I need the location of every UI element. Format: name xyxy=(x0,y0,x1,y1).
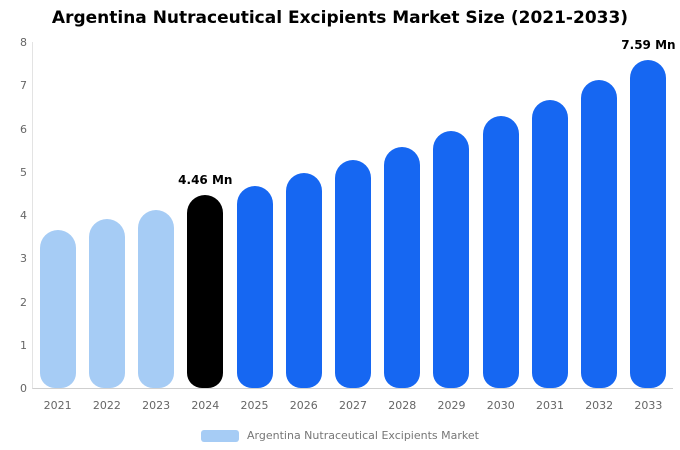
bar-column-2027: 2027 xyxy=(328,42,377,412)
x-axis-label-2025: 2025 xyxy=(240,399,269,412)
bar-2024 xyxy=(187,195,224,388)
x-axis-label-2024: 2024 xyxy=(191,399,220,412)
bar-2030 xyxy=(482,116,519,388)
x-axis-label-2030: 2030 xyxy=(486,399,515,412)
y-axis-label: 3 xyxy=(20,252,27,266)
bar-2022 xyxy=(88,219,125,388)
y-axis-label: 5 xyxy=(20,165,27,179)
bar-column-2031: 2031 xyxy=(525,42,574,412)
bar-series: 2021 2022 2023 4.46 Mn 2024 2025 2026 2027 2028 2… xyxy=(33,38,676,412)
y-axis-label: 7 xyxy=(20,79,27,93)
bar-column-2021: 2021 xyxy=(33,42,82,412)
bar-column-2029: 2029 xyxy=(427,42,476,412)
y-axis-label: 8 xyxy=(20,36,27,49)
x-axis-label-2031: 2031 xyxy=(535,399,564,412)
x-axis-label-2023: 2023 xyxy=(142,399,171,412)
legend-swatch xyxy=(201,429,240,442)
x-axis-label-2028: 2028 xyxy=(388,399,417,412)
chart-title: Argentina Nutraceutical Excipients Marke… xyxy=(51,8,629,28)
y-axis-label: 4 xyxy=(20,209,27,222)
y-axis-label: 0 xyxy=(20,382,27,395)
bar-2031 xyxy=(531,99,568,388)
bar-column-2023: 2023 xyxy=(131,42,180,412)
y-axis-label: 1 xyxy=(20,338,27,352)
x-axis-label-2033: 2033 xyxy=(634,399,663,412)
x-axis-label-2026: 2026 xyxy=(289,399,318,412)
bar-2027 xyxy=(335,159,372,388)
legend-label: Argentina Nutraceutical Excipients Marke… xyxy=(247,429,479,442)
bar-2028 xyxy=(384,146,421,388)
bar-column-2032: 2032 xyxy=(575,42,624,412)
legend: Argentina Nutraceutical Excipients Marke… xyxy=(0,429,680,442)
bar-2033 xyxy=(630,59,667,388)
x-axis-label-2029: 2029 xyxy=(437,399,466,412)
x-axis-label-2021: 2021 xyxy=(43,399,72,412)
data-label-2024: 4.46 Mn xyxy=(178,173,233,188)
y-axis-label: 6 xyxy=(20,122,27,136)
bar-column-2026: 2026 xyxy=(279,42,328,412)
bar-column-2022: 2022 xyxy=(82,42,131,412)
bar-column-2030: 2030 xyxy=(476,42,525,412)
bar-2021 xyxy=(39,230,76,388)
bar-column-2024: 4.46 Mn 2024 xyxy=(178,42,233,412)
x-axis-label-2027: 2027 xyxy=(339,399,368,412)
y-axis-label: 2 xyxy=(20,295,27,309)
data-label-2033: 7.59 Mn xyxy=(621,37,676,52)
bar-2025 xyxy=(236,186,273,388)
x-axis-label-2022: 2022 xyxy=(92,399,121,412)
bar-column-2033: 7.59 Mn 2033 xyxy=(621,38,675,412)
bar-2032 xyxy=(581,80,618,388)
x-axis-label-2032: 2032 xyxy=(585,399,614,412)
bar-2029 xyxy=(433,131,470,388)
bar-2023 xyxy=(138,209,175,388)
bar-column-2025: 2025 xyxy=(230,42,279,412)
bar-2026 xyxy=(285,173,322,388)
bar-column-2028: 2028 xyxy=(378,42,427,412)
